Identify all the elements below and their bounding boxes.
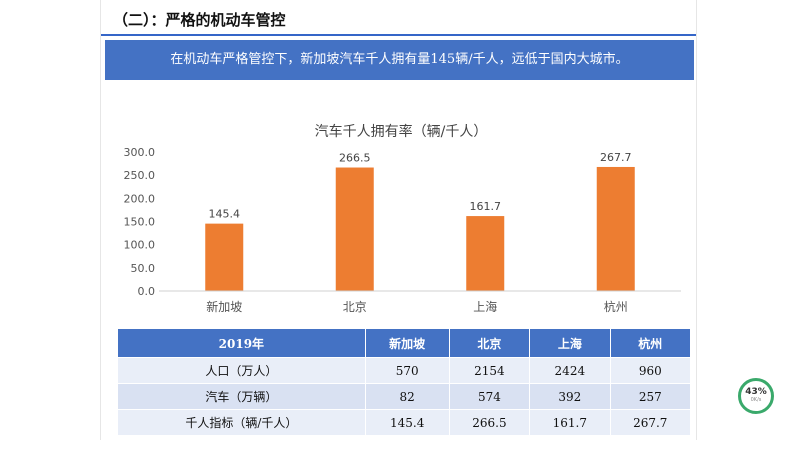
y-tick-label: 100.0: [124, 239, 156, 252]
table-header-cell: 新加坡: [364, 328, 450, 358]
progress-badge: 43% 0K/s: [738, 378, 774, 414]
progress-speed: 0K/s: [750, 397, 762, 403]
progress-percent: 43%: [745, 387, 767, 397]
table-cell: 574: [448, 383, 531, 410]
y-tick-label: 150.0: [124, 216, 156, 229]
table-header-cell: 北京: [448, 328, 531, 358]
data-table: 2019年 新加坡 北京 上海 杭州 人口（万人） 570 2154 2424 …: [117, 328, 692, 436]
bar: [596, 166, 635, 291]
table-header-cell: 上海: [529, 328, 611, 358]
y-tick-label: 300.0: [124, 146, 156, 159]
y-tick-label: 250.0: [124, 169, 156, 182]
chart-title: 汽车千人拥有率（辆/千人）: [315, 123, 488, 140]
table-cell: 汽车（万辆）: [117, 383, 366, 410]
bar: [466, 216, 505, 291]
y-tick-label: 0.0: [138, 285, 156, 298]
x-tick-label: 上海: [473, 299, 497, 314]
x-axis: 新加坡 北京 上海 杭州: [159, 290, 681, 314]
y-tick-label: 50.0: [131, 262, 156, 275]
bar-chart: 汽车千人拥有率（辆/千人） 0.0 50.0 100.0 150.0 200.0 250.…: [124, 123, 681, 314]
table-cell: 960: [609, 357, 692, 384]
y-axis: 0.0 50.0 100.0 150.0 200.0 250.0 300.0: [124, 146, 156, 298]
x-tick-label: 杭州: [604, 299, 628, 314]
y-tick-label: 200.0: [124, 192, 156, 205]
bar: [205, 223, 244, 291]
table-cell: 267.7: [609, 409, 692, 436]
table-cell: 257: [609, 383, 692, 410]
table-header-cell: 2019年: [117, 328, 366, 358]
table-cell: 人口（万人）: [117, 357, 366, 384]
bar-value-label: 145.4: [209, 208, 241, 221]
bar: [335, 167, 374, 291]
table-cell: 392: [529, 383, 611, 410]
table-cell: 千人指标（辆/千人）: [117, 409, 366, 436]
bar-series: 145.4 266.5 161.7 267.7: [205, 151, 635, 291]
table-cell: 266.5: [448, 409, 531, 436]
bar-value-label: 161.7: [470, 200, 502, 213]
x-tick-label: 新加坡: [206, 299, 242, 314]
table-cell: 2424: [529, 357, 611, 384]
slide: （二）：严格的机动车管控 在机动车严格管控下，新加坡汽车千人拥有量145辆/千人…: [100, 0, 697, 440]
x-tick-label: 北京: [343, 300, 367, 314]
table-cell: 570: [364, 357, 450, 384]
table-cell: 2154: [448, 357, 531, 384]
summary-banner: 在机动车严格管控下，新加坡汽车千人拥有量145辆/千人，远低于国内大城市。: [105, 40, 694, 80]
table-header-row: 2019年 新加坡 北京 上海 杭州: [117, 328, 692, 358]
table-cell: 161.7: [529, 409, 611, 436]
table-cell: 145.4: [364, 409, 450, 436]
bar-value-label: 266.5: [339, 152, 371, 165]
table-cell: 82: [364, 383, 450, 410]
table-header-cell: 杭州: [609, 328, 692, 358]
section-title: （二）：严格的机动车管控: [113, 11, 286, 29]
table-row: 千人指标（辆/千人） 145.4 266.5 161.7 267.7: [117, 409, 692, 436]
table-row: 汽车（万辆） 82 574 392 257: [117, 383, 692, 410]
title-divider: [101, 34, 696, 36]
bar-value-label: 267.7: [600, 151, 632, 164]
table-row: 人口（万人） 570 2154 2424 960: [117, 357, 692, 384]
